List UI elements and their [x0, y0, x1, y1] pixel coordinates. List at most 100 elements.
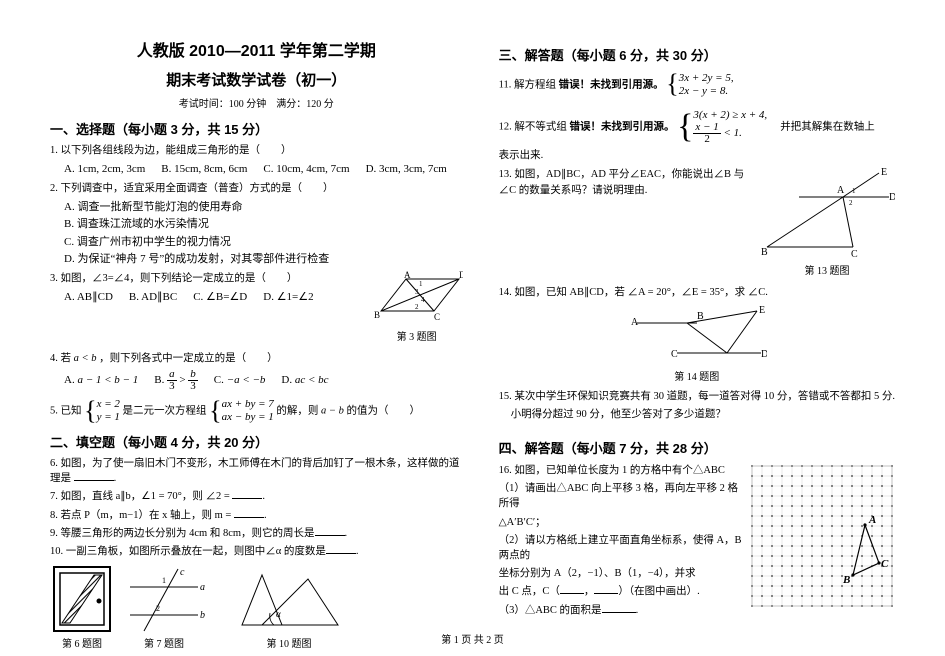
q10: 10. 一副三角板，如图所示叠放在一起，则图中∠α 的度数是.: [50, 544, 463, 559]
section4-heading: 四、解答题（每小题 7 分，共 28 分）: [499, 439, 895, 459]
svg-text:b: b: [200, 610, 205, 621]
q15-l1: 15. 某次中学生环保知识竞赛共有 30 道题，每一道答对得 10 分，答错或不…: [499, 389, 895, 404]
q8-pre: 8. 若点 P（m，m−1）在 x 轴上，则 m =: [50, 510, 234, 521]
q8-blank: [234, 508, 264, 518]
svg-text:A: A: [404, 271, 411, 280]
q11-l2: 2x − y = 8.: [679, 85, 734, 98]
q5-stem: 5. 已知 { x = 2 y = 1 是二元一次方程组 { ax + by =…: [50, 398, 463, 424]
svg-text:α: α: [276, 609, 281, 619]
q11-pre: 11. 解方程组: [499, 79, 559, 90]
svg-text:2: 2: [415, 303, 419, 311]
q1-stem: 1. 以下列各组线段为边，能组成三角形的是（ ）: [50, 143, 463, 158]
q5-system2: { ax + by = 7 ax − by = 1: [209, 398, 274, 424]
svg-text:E: E: [759, 305, 765, 316]
svg-text:c: c: [180, 567, 185, 578]
q4-stem: 4. 若 a < b ，则下列各式中一定成立的是（ ）: [50, 351, 463, 366]
q5-s1l2: y = 1: [97, 411, 120, 424]
svg-text:3: 3: [415, 288, 419, 296]
q13-block: B C A D E 1 2 第 13 题图 13. 如图，AD∥BC，AD 平分…: [499, 167, 895, 279]
q3-options: A. AB∥CD B. AD∥BC C. ∠B=∠D D. ∠1=∠2: [50, 289, 365, 306]
q9-pre: 9. 等腰三角形的两边长分别为 4cm 和 8cm，则它的周长是: [50, 528, 315, 539]
fig13-caption: 第 13 题图: [759, 264, 895, 279]
svg-text:1: 1: [162, 576, 166, 585]
q4a-pre: A.: [64, 374, 77, 386]
q3-optA: A. AB∥CD: [64, 289, 113, 306]
q16-l6-pre: 出 C 点，C（: [499, 586, 560, 597]
q2-options: A. 调查一批新型节能灯泡的使用寿命 B. 调查珠江流域的水污染情况 C. 调查…: [50, 199, 463, 268]
svg-text:C: C: [851, 249, 858, 257]
lines-svg: a b 1 2 c: [122, 565, 206, 635]
fig16: A B C: [749, 463, 895, 614]
svg-text:1: 1: [852, 187, 856, 195]
q3-figure: A D B C 1 3 4 2 第 3 题图: [371, 271, 463, 345]
q4-optA: A. a − 1 < b − 1: [64, 372, 138, 389]
q12-post: 并把其解集在数轴上: [770, 121, 875, 132]
q10-blank: [326, 544, 356, 554]
q5-mid: 是二元一次方程组: [123, 406, 210, 417]
svg-text:C: C: [434, 312, 440, 322]
q11: 11. 解方程组 错误！未找到引用源。 { 3x + 2y = 5, 2x − …: [499, 72, 895, 98]
q1-optA: A. 1cm, 2cm, 3cm: [64, 161, 145, 178]
page-columns: 人教版 2010—2011 学年第二学期 期末考试数学试卷（初一） 考试时间：1…: [50, 40, 895, 610]
q5-pre: 5. 已知: [50, 406, 84, 417]
q2-optC: C. 调查广州市初中学生的视力情况: [64, 234, 463, 251]
svg-text:D: D: [761, 349, 767, 360]
svg-text:D: D: [889, 192, 895, 203]
grid16-svg: A B C: [749, 463, 895, 609]
q7-blank: [232, 489, 262, 499]
q7: 7. 如图，直线 a∥b，∠1 = 70°，则 ∠2 = .: [50, 489, 463, 504]
q12-tail: 表示出来.: [499, 148, 895, 163]
q16-blank-cx: [560, 584, 584, 594]
q10-pre: 10. 一副三角板，如图所示叠放在一起，则图中∠α 的度数是: [50, 546, 326, 557]
q6: 6. 如图，为了使一扇旧木门不变形，木工师傅在木门的背后加钉了一根木条，这样做的…: [50, 456, 463, 486]
q4c-pre: C.: [214, 374, 227, 386]
q4a-math: a − 1 < b − 1: [77, 374, 138, 386]
tri14-svg: A B C D E: [627, 305, 767, 363]
svg-text:4: 4: [421, 296, 425, 304]
right-column: 三、解答题（每小题 6 分，共 30 分） 11. 解方程组 错误！未找到引用源…: [499, 40, 895, 610]
section1-heading: 一、选择题（每小题 3 分，共 15 分）: [50, 120, 463, 140]
q2-optA: A. 调查一批新型节能灯泡的使用寿命: [64, 199, 463, 216]
q12-den: 2: [693, 134, 720, 145]
svg-text:C: C: [671, 349, 678, 360]
q4-optC: C. −a < −b: [214, 372, 266, 389]
q2-optB: B. 调查珠江流域的水污染情况: [64, 216, 463, 233]
q16-blank-cy: [594, 584, 618, 594]
svg-text:1: 1: [419, 280, 423, 288]
q11-err: 错误！未找到引用源。: [559, 79, 664, 90]
q1-optB: B. 15cm, 8cm, 6cm: [161, 161, 247, 178]
exam-meta: 考试时间：100 分钟 满分：120 分: [50, 97, 463, 112]
q4d-pre: D.: [281, 374, 294, 386]
fig14-wrap: A B C D E 第 14 题图: [499, 305, 895, 386]
q1-options: A. 1cm, 2cm, 3cm B. 15cm, 8cm, 6cm C. 10…: [50, 161, 463, 178]
q4c-math: −a < −b: [227, 374, 266, 386]
q1-optC: C. 10cm, 4cm, 7cm: [263, 161, 349, 178]
q16-l7-pre: （3）△ABC 的面积是: [499, 605, 602, 616]
q12-pre: 12. 解不等式组: [499, 121, 570, 132]
svg-text:2: 2: [156, 604, 160, 613]
left-column: 人教版 2010—2011 学年第二学期 期末考试数学试卷（初一） 考试时间：1…: [50, 40, 463, 610]
section3-heading: 三、解答题（每小题 6 分，共 30 分）: [499, 46, 895, 66]
q3-optB: B. AD∥BC: [129, 289, 177, 306]
parallelogram-svg: A D B C 1 3 4 2: [371, 271, 463, 323]
title-sub: 期末考试数学试卷（初一）: [50, 70, 463, 93]
svg-text:E: E: [881, 167, 887, 178]
q2-stem: 2. 下列调查中，适宜采用全面调查（普查）方式的是（ ）: [50, 181, 463, 196]
q5-post: 的解，则: [276, 406, 321, 417]
q12-err: 错误！未找到引用源。: [569, 121, 674, 132]
svg-text:a: a: [200, 582, 205, 593]
svg-text:A: A: [868, 514, 876, 526]
q11-l1: 3x + 2y = 5,: [679, 72, 734, 85]
q16-l7-post: .: [636, 605, 639, 616]
svg-text:2: 2: [849, 199, 853, 207]
tri10-svg: α: [234, 565, 344, 635]
q5-s2l2: ax − by = 1: [222, 411, 274, 424]
q5-s2l1: ax + by = 7: [222, 398, 274, 411]
svg-text:B: B: [842, 574, 850, 586]
q4-options: A. a − 1 < b − 1 B. a3 > b3 C. −a < −b D…: [50, 369, 463, 392]
title-main: 人教版 2010—2011 学年第二学期: [50, 40, 463, 64]
q16-block: A B C 16. 如图，已知单位长度为 1 的方格中有个△ABC （1）请画出…: [499, 463, 895, 621]
fig14-caption: 第 14 题图: [499, 370, 895, 385]
page-footer: 第 1 页 共 2 页: [0, 633, 945, 648]
q4-optB: B. a3 > b3: [154, 369, 198, 392]
